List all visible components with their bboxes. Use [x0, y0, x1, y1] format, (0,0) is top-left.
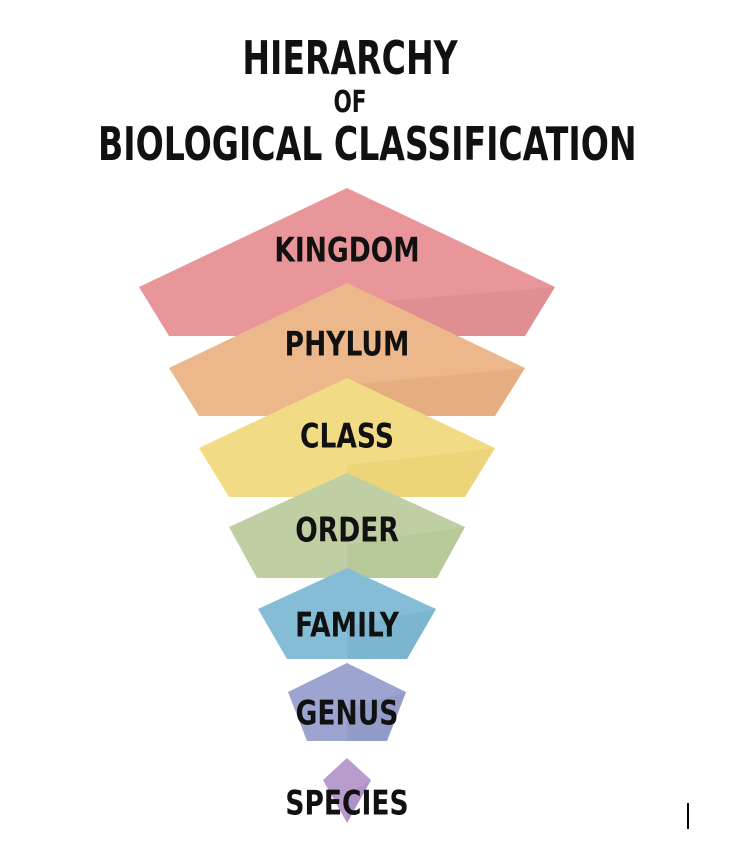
title-biological-classification: BIOLOGICAL CLASSIFICATION [97, 117, 637, 171]
tier-facet-genus [347, 692, 406, 741]
title-of: OF [333, 85, 367, 120]
tier-shape-class [199, 378, 495, 497]
tier-label-kingdom: KINGDOM [274, 231, 419, 270]
tier-facet-family [347, 609, 436, 659]
tier-label-genus: GENUS [296, 694, 399, 733]
tier-label-phylum: PHYLUM [285, 325, 410, 364]
tier-shape-genus [288, 663, 406, 741]
tier-label-species: SPECIES [285, 784, 408, 823]
title-hierarchy: HIERARCHY [242, 31, 458, 85]
tier-facet-class [347, 448, 495, 497]
tier-label-order: ORDER [295, 511, 399, 550]
tier-shape-species [323, 758, 371, 823]
tier-shape-phylum [169, 283, 525, 416]
tier-shape-order [229, 473, 465, 578]
tier-label-class: CLASS [300, 417, 394, 456]
tier-shape-kingdom [139, 188, 555, 336]
tier-shape-family [258, 568, 436, 659]
tier-facet-order [347, 527, 465, 578]
text-cursor [687, 803, 689, 829]
tier-facet-species [347, 780, 371, 823]
tier-label-family: FAMILY [295, 606, 400, 645]
